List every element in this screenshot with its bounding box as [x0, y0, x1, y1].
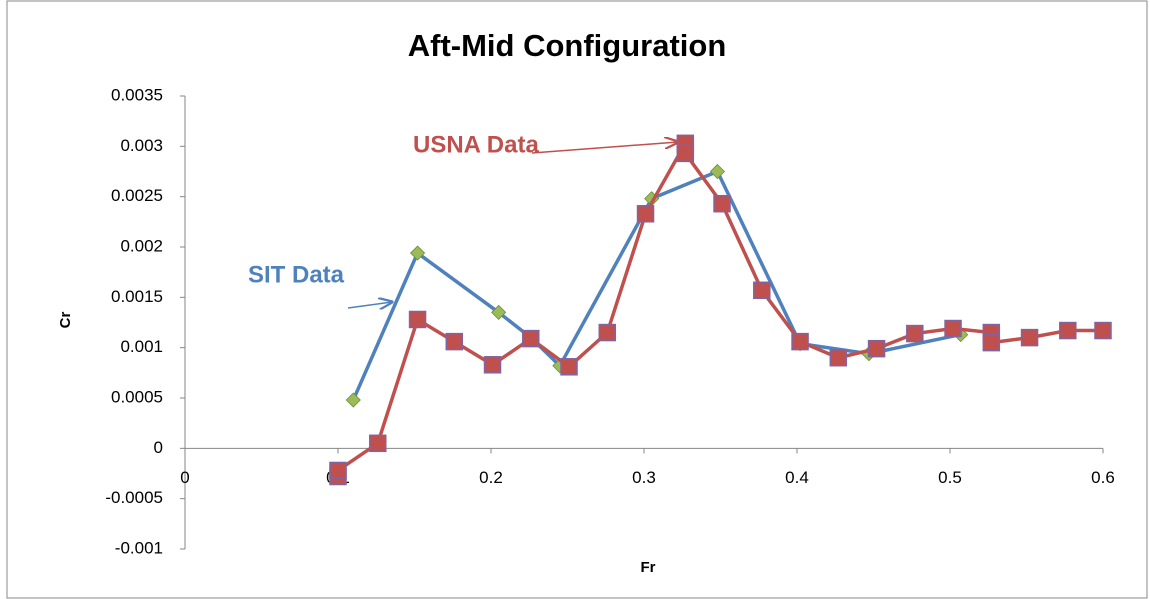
x-axis-title: Fr: [641, 559, 656, 576]
square-marker: [829, 348, 848, 367]
diamond-marker: [409, 245, 426, 261]
square-marker: [1094, 321, 1112, 340]
y-tick-label: 0: [154, 438, 163, 457]
usna-arrow: [531, 142, 678, 154]
square-marker: [598, 323, 617, 342]
y-tick-label: 0.0035: [111, 85, 163, 104]
diamond-marker: [345, 392, 361, 408]
sit-annotation: SIT Data: [248, 261, 345, 288]
y-tick-label: -0.0005: [105, 488, 163, 507]
square-marker: [522, 329, 540, 348]
series-line: [351, 169, 962, 401]
y-tick-label: 0.002: [120, 236, 163, 255]
y-tick-label: 0.0005: [111, 387, 163, 406]
y-tick-label: 0.0015: [111, 287, 163, 306]
diamond-marker: [491, 304, 507, 320]
x-tick-label: 0.5: [938, 468, 962, 487]
square-marker: [1020, 328, 1039, 347]
square-marker: [1059, 321, 1077, 340]
chart-title: Aft-Mid Configuration: [408, 28, 727, 63]
square-marker: [713, 194, 731, 213]
x-tick-label: 0.6: [1091, 468, 1115, 487]
y-axis-title: Cr: [57, 312, 74, 329]
sit-arrow: [347, 302, 392, 308]
square-marker: [676, 144, 695, 163]
x-tick-label: 0.3: [632, 468, 656, 487]
square-marker: [636, 205, 655, 223]
square-marker: [408, 310, 427, 329]
y-tick-label: -0.001: [115, 538, 163, 557]
square-marker: [753, 281, 771, 300]
square-marker: [369, 434, 387, 453]
square-marker: [982, 333, 1001, 352]
square-marker: [906, 324, 924, 343]
usna-annotation: USNA Data: [413, 131, 539, 158]
square-marker: [944, 319, 962, 338]
series-line: [336, 136, 1103, 477]
square-marker: [560, 358, 578, 376]
square-marker: [483, 356, 502, 374]
square-marker: [867, 339, 886, 358]
x-tick-label: 0.2: [479, 468, 503, 487]
square-marker: [445, 332, 464, 351]
chart-border: [6, 0, 1148, 599]
y-tick-label: 0.003: [120, 136, 163, 155]
y-tick-label: 0.0025: [111, 186, 163, 205]
x-tick-label: 0: [180, 468, 189, 487]
y-tick-label: 0.001: [120, 337, 163, 356]
square-marker: [329, 461, 347, 480]
square-marker: [791, 332, 809, 351]
x-tick-label: 0.4: [785, 468, 809, 487]
diamond-marker: [709, 163, 726, 180]
